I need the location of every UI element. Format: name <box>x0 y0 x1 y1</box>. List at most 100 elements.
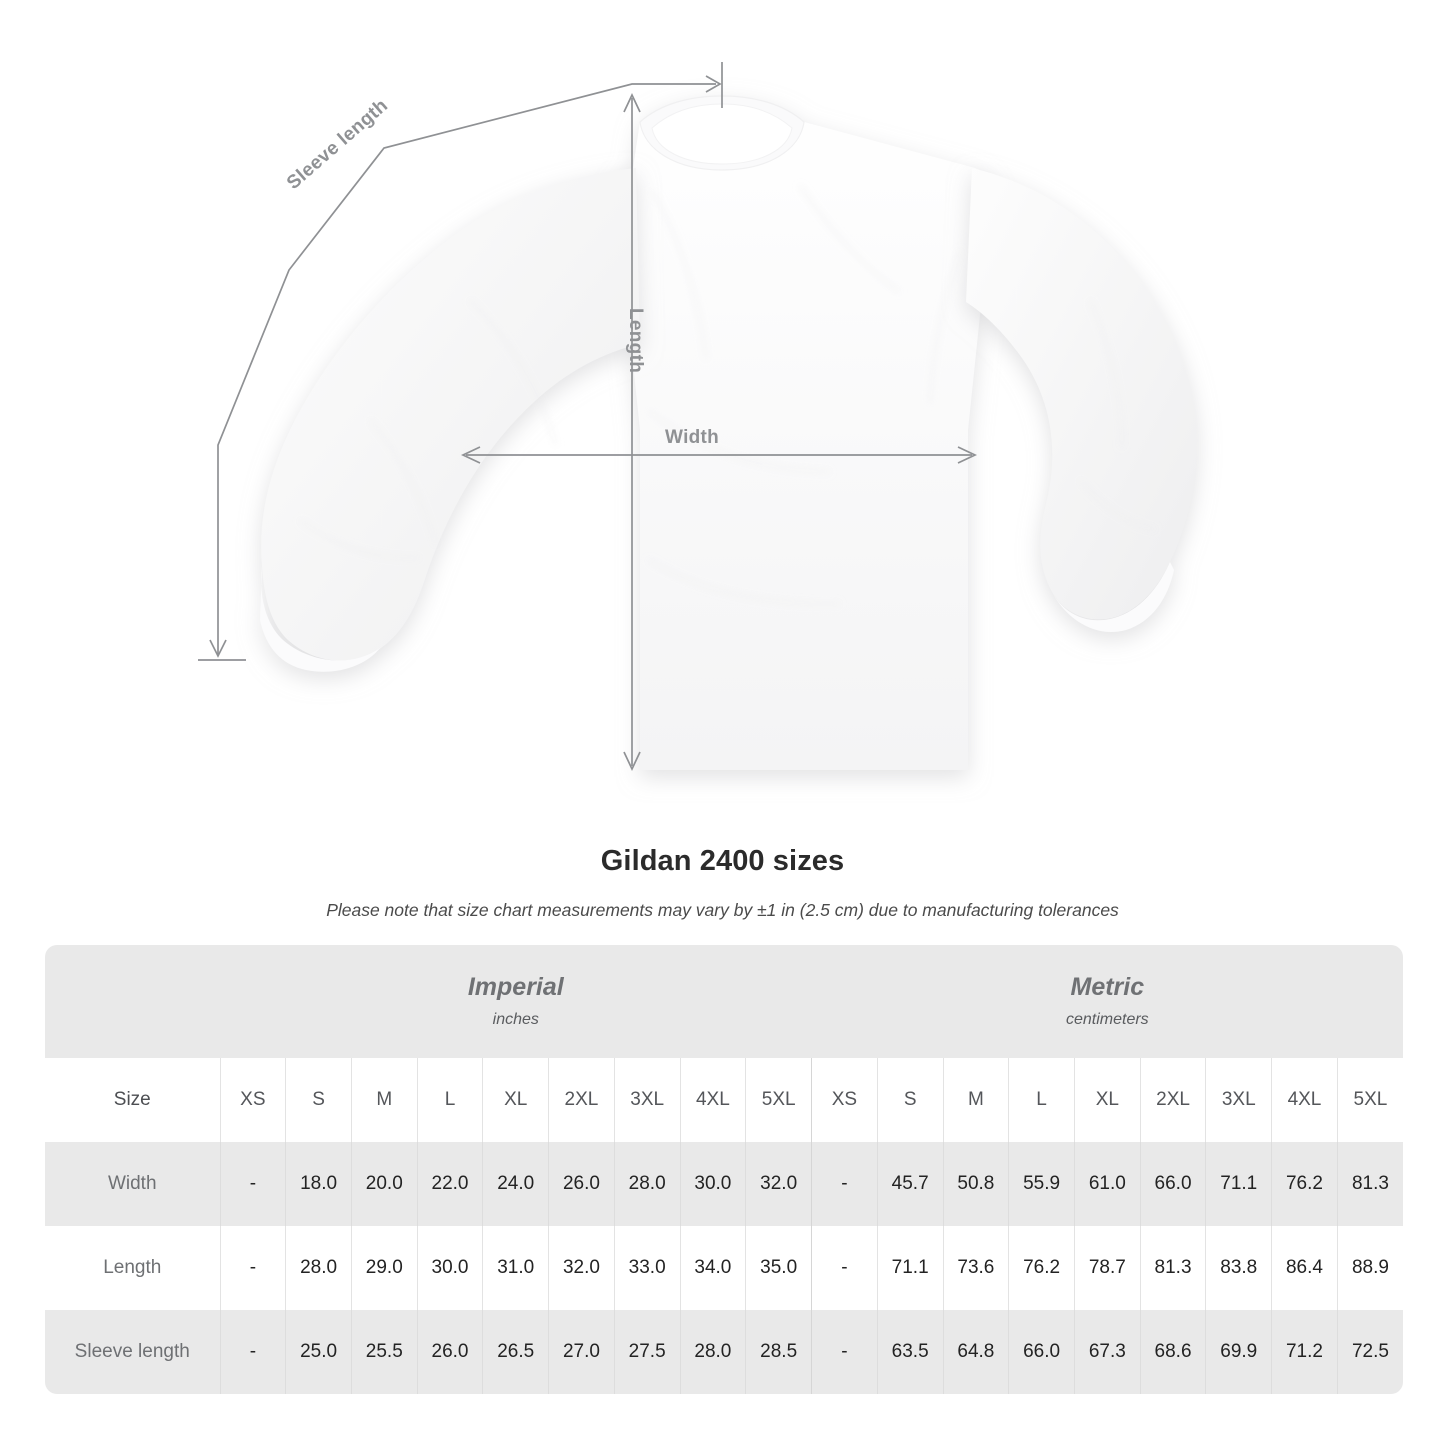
unit-metric-name: Metric <box>1070 972 1145 1001</box>
unit-banner-row: Imperial inches Metric centimeters <box>45 945 1404 1058</box>
cell-length-in-8: 35.0 <box>745 1226 812 1310</box>
unit-metric-sub: centimeters <box>1065 1011 1149 1029</box>
cell-width-cm-0: - <box>811 1142 878 1226</box>
size-header-row: Size XS S M L XL 2XL 3XL 4XL 5XL XS S M L XL 2XL 3XL 4XL… <box>45 1058 1404 1142</box>
tolerance-note: Please note that size chart measurements… <box>326 900 1119 920</box>
cell-sleeve-length-cm-0: - <box>811 1310 878 1394</box>
width-label: Width <box>665 427 720 448</box>
cell-length-cm-0: - <box>811 1226 878 1310</box>
cell-width-cm-3: 55.9 <box>1008 1142 1075 1226</box>
header-size-xs-imperial: XS <box>219 1058 286 1142</box>
unit-banner-spacer <box>45 945 220 1058</box>
cell-length-in-2: 29.0 <box>350 1226 418 1310</box>
dimension-lines <box>198 62 977 771</box>
cell-length-in-7: 34.0 <box>679 1226 746 1310</box>
cell-sleeve-length-in-1: 25.0 <box>285 1310 352 1394</box>
cell-width-in-2: 20.0 <box>350 1142 418 1226</box>
unit-banner-metric: Metric centimeters <box>811 945 1404 1058</box>
row-label-length: Length <box>45 1226 220 1310</box>
page-title: Gildan 2400 sizes <box>600 845 845 877</box>
cell-sleeve-length-in-2: 25.5 <box>350 1310 418 1394</box>
cell-length-cm-5: 81.3 <box>1139 1226 1206 1310</box>
header-size-l-metric: L <box>1008 1058 1075 1142</box>
cell-sleeve-length-cm-5: 68.6 <box>1139 1310 1206 1394</box>
header-size-5xl-imperial: 5XL <box>745 1058 812 1142</box>
cell-sleeve-length-in-6: 27.5 <box>613 1310 681 1394</box>
header-size-2xl-metric: 2XL <box>1139 1058 1206 1142</box>
collar <box>639 95 805 171</box>
header-size-4xl-imperial: 4XL <box>679 1058 746 1142</box>
cell-width-cm-7: 76.2 <box>1271 1142 1338 1226</box>
cell-length-in-0: - <box>219 1226 286 1310</box>
cell-width-cm-2: 50.8 <box>942 1142 1009 1226</box>
header-size-5xl-metric: 5XL <box>1336 1058 1404 1142</box>
cell-length-cm-6: 83.8 <box>1205 1226 1272 1310</box>
cell-sleeve-length-cm-3: 66.0 <box>1008 1310 1075 1394</box>
cell-width-in-8: 32.0 <box>745 1142 812 1226</box>
cell-sleeve-length-in-0: - <box>219 1310 286 1394</box>
cell-width-in-3: 22.0 <box>416 1142 483 1226</box>
header-size-3xl-metric: 3XL <box>1205 1058 1272 1142</box>
cell-sleeve-length-cm-2: 64.8 <box>942 1310 1009 1394</box>
cell-length-cm-7: 86.4 <box>1271 1226 1338 1310</box>
table-row: Length -28.0 29.0 30.0 31.0 32.0 33.0 34.0 35.0-… <box>45 1226 1404 1310</box>
table-row: Width -18.0 20.0 22.0 24.0 26.0 28.0 30.0 32.0-4… <box>45 1142 1404 1226</box>
unit-imperial-name: Imperial <box>467 972 564 1001</box>
header-size-m-metric: M <box>942 1058 1009 1142</box>
long-sleeve-tshirt-illustration <box>198 62 1197 771</box>
fabric-folds <box>299 185 1157 606</box>
cell-length-in-5: 32.0 <box>548 1226 615 1310</box>
cell-length-in-6: 33.0 <box>613 1226 681 1310</box>
cell-width-cm-4: 61.0 <box>1073 1142 1141 1226</box>
header-size-m-imperial: M <box>350 1058 418 1142</box>
cell-width-in-1: 18.0 <box>285 1142 352 1226</box>
cell-length-in-4: 31.0 <box>482 1226 549 1310</box>
cell-width-cm-8: 81.3 <box>1336 1142 1404 1226</box>
sleeve-length-dimension-line <box>217 83 716 654</box>
cell-sleeve-length-cm-7: 71.2 <box>1271 1310 1338 1394</box>
cell-length-cm-1: 71.1 <box>876 1226 944 1310</box>
cell-sleeve-length-in-3: 26.0 <box>416 1310 483 1394</box>
cell-width-in-5: 26.0 <box>548 1142 615 1226</box>
cell-length-cm-3: 76.2 <box>1008 1226 1075 1310</box>
header-size-s-metric: S <box>876 1058 944 1142</box>
row-label-sleeve-length: Sleeve length <box>45 1310 220 1394</box>
header-size-xl-imperial: XL <box>482 1058 549 1142</box>
cell-sleeve-length-cm-8: 72.5 <box>1336 1310 1404 1394</box>
cell-sleeve-length-in-7: 28.0 <box>679 1310 746 1394</box>
cell-sleeve-length-cm-1: 63.5 <box>876 1310 944 1394</box>
row-label-width: Width <box>45 1142 220 1226</box>
cell-width-cm-1: 45.7 <box>876 1142 944 1226</box>
cell-sleeve-length-in-4: 26.5 <box>482 1310 549 1394</box>
cell-width-cm-6: 71.1 <box>1205 1142 1272 1226</box>
header-size-xl-metric: XL <box>1073 1058 1141 1142</box>
cell-width-cm-5: 66.0 <box>1139 1142 1206 1226</box>
header-size-2xl-imperial: 2XL <box>548 1058 615 1142</box>
cell-length-cm-4: 78.7 <box>1073 1226 1141 1310</box>
cell-width-in-4: 24.0 <box>482 1142 549 1226</box>
right-sleeve <box>966 168 1197 633</box>
cell-sleeve-length-in-5: 27.0 <box>548 1310 615 1394</box>
garment-diagram: Sleeve length Length Width <box>198 62 1197 771</box>
cell-sleeve-length-cm-6: 69.9 <box>1205 1310 1272 1394</box>
header-size-l-imperial: L <box>416 1058 483 1142</box>
unit-banner-imperial: Imperial inches <box>220 945 812 1058</box>
header-size-xs-metric: XS <box>811 1058 878 1142</box>
length-label: Length <box>625 308 646 374</box>
header-size-s-imperial: S <box>285 1058 352 1142</box>
cell-sleeve-length-in-8: 28.5 <box>745 1310 812 1394</box>
cell-width-in-6: 28.0 <box>613 1142 681 1226</box>
cell-length-in-1: 28.0 <box>285 1226 352 1310</box>
cell-length-cm-8: 88.9 <box>1336 1226 1404 1310</box>
cell-sleeve-length-cm-4: 67.3 <box>1073 1310 1141 1394</box>
table-row: Sleeve length -25.0 25.5 26.0 26.5 27.0 27.5 28… <box>45 1310 1404 1394</box>
left-sleeve <box>260 168 640 672</box>
cell-width-in-7: 30.0 <box>679 1142 746 1226</box>
cell-length-cm-2: 73.6 <box>942 1226 1009 1310</box>
shirt-body <box>615 96 993 770</box>
header-size-4xl-metric: 4XL <box>1271 1058 1338 1142</box>
header-size-label: Size <box>45 1058 220 1142</box>
unit-imperial-sub: inches <box>492 1011 539 1029</box>
size-chart-table-wrap: Imperial inches Metric centimeters Size … <box>45 945 1404 1394</box>
cell-length-in-3: 30.0 <box>416 1226 483 1310</box>
